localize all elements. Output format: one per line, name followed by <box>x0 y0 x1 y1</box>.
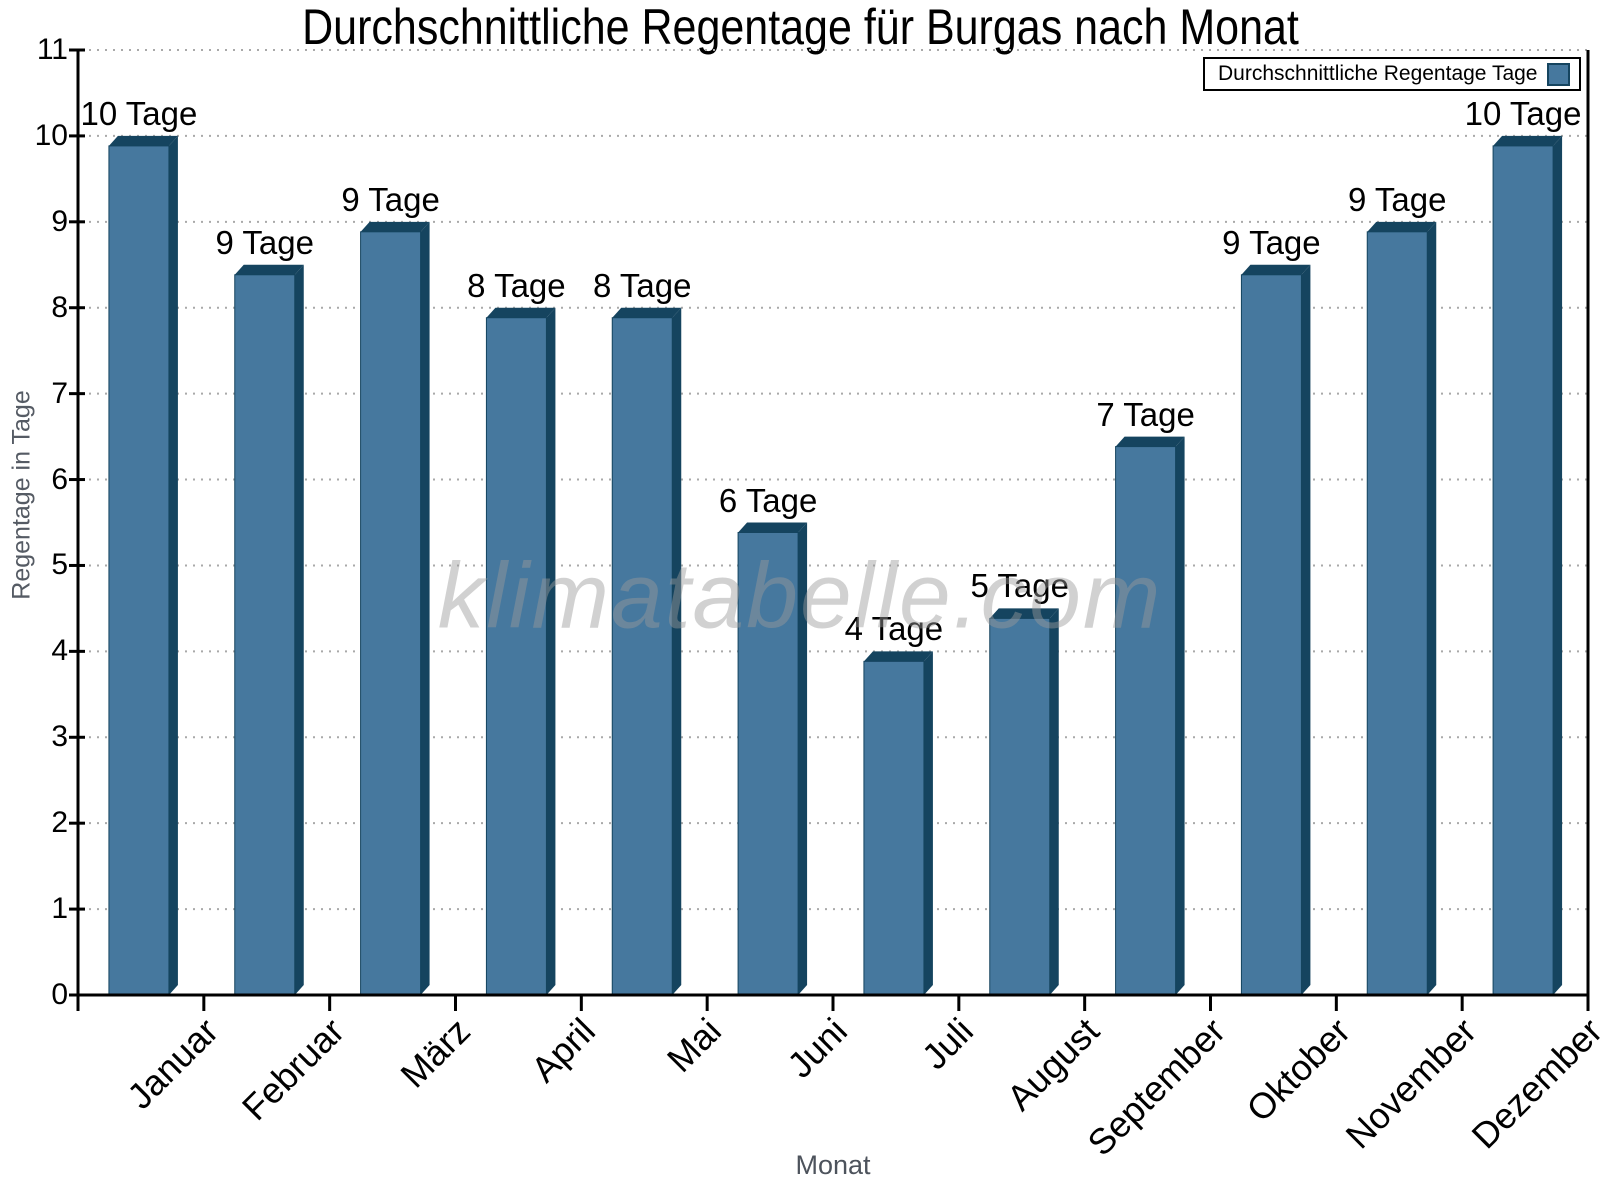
watermark: klimatabelle.com <box>437 543 1163 648</box>
bar-top-face <box>360 221 430 232</box>
y-tick-label: 7 <box>51 376 68 410</box>
bar-side-face <box>923 651 933 995</box>
bar-top-face <box>1241 264 1311 275</box>
y-tick-label: 0 <box>51 978 68 1011</box>
bar <box>863 660 925 996</box>
bar-top-face <box>738 522 808 533</box>
bar-value-label: 10 Tage <box>80 94 198 132</box>
bar <box>1366 231 1428 996</box>
bar-side-face <box>1175 436 1185 995</box>
bar-side-face <box>168 135 178 996</box>
bar <box>485 317 547 996</box>
bar-value-label: 9 Tage <box>341 180 440 218</box>
y-tick-label: 6 <box>51 462 68 496</box>
bar <box>1115 446 1177 996</box>
bar-top-face <box>612 307 682 318</box>
chart-title-text: Durchschnittliche Regentage für Burgas n… <box>301 0 1299 55</box>
bar-side-face <box>294 264 304 996</box>
bar-top-face <box>108 135 178 146</box>
bar-top-face <box>863 651 933 662</box>
bar-side-face <box>1301 264 1311 996</box>
bar-value-label: 6 Tage <box>718 481 818 519</box>
bar-top-face <box>1115 436 1185 447</box>
bar-side-face <box>1553 135 1563 996</box>
bar <box>1492 145 1554 996</box>
bar-top-face <box>486 307 556 318</box>
bar-value-label: 9 Tage <box>215 223 314 261</box>
bar <box>611 317 673 996</box>
bar-value-label: 9 Tage <box>1348 180 1447 218</box>
bar-top-face <box>989 608 1059 619</box>
bar-value-label: 8 Tage <box>467 266 566 304</box>
bar <box>234 274 296 996</box>
bar-side-face <box>546 307 556 995</box>
bar-value-label: 8 Tage <box>593 266 692 304</box>
bar-top-face <box>1367 221 1437 232</box>
bar-value-label: 7 Tage <box>1096 395 1195 433</box>
bar-value-label: 9 Tage <box>1222 223 1321 261</box>
y-tick-label: 4 <box>51 634 68 668</box>
chart-title: Durchschnittliche Regentage für Burgas n… <box>0 0 1600 54</box>
legend-swatch-icon <box>1547 62 1570 86</box>
bar <box>1240 274 1302 996</box>
y-tick-label: 1 <box>51 892 68 926</box>
bar-side-face <box>420 221 430 995</box>
bar-side-face <box>798 522 808 995</box>
bar <box>737 532 799 996</box>
y-tick-label: 2 <box>51 806 68 840</box>
legend-box: Durchschnittliche Regentage Tage <box>1203 57 1581 91</box>
y-tick-label: 8 <box>51 290 68 324</box>
y-tick-label: 3 <box>51 720 68 754</box>
y-tick-label: 10 <box>34 118 68 152</box>
x-axis-title: Monat <box>795 1150 871 1180</box>
bar <box>360 231 422 996</box>
bar-top-face <box>1493 135 1563 146</box>
bar-value-label: 5 Tage <box>970 567 1069 605</box>
bar-side-face <box>1049 608 1059 995</box>
bar-top-face <box>234 264 304 275</box>
bar <box>108 145 170 996</box>
bar-value-label: 4 Tage <box>844 610 944 648</box>
y-tick-label: 5 <box>51 548 68 582</box>
y-tick-label: 9 <box>51 204 68 238</box>
bar-side-face <box>672 307 682 995</box>
legend-label: Durchschnittliche Regentage Tage <box>1218 62 1538 85</box>
bar <box>989 617 1051 996</box>
y-tick-label: 11 <box>36 33 68 66</box>
bar-side-face <box>1427 221 1437 995</box>
bar-value-label: 10 Tage <box>1464 94 1582 132</box>
